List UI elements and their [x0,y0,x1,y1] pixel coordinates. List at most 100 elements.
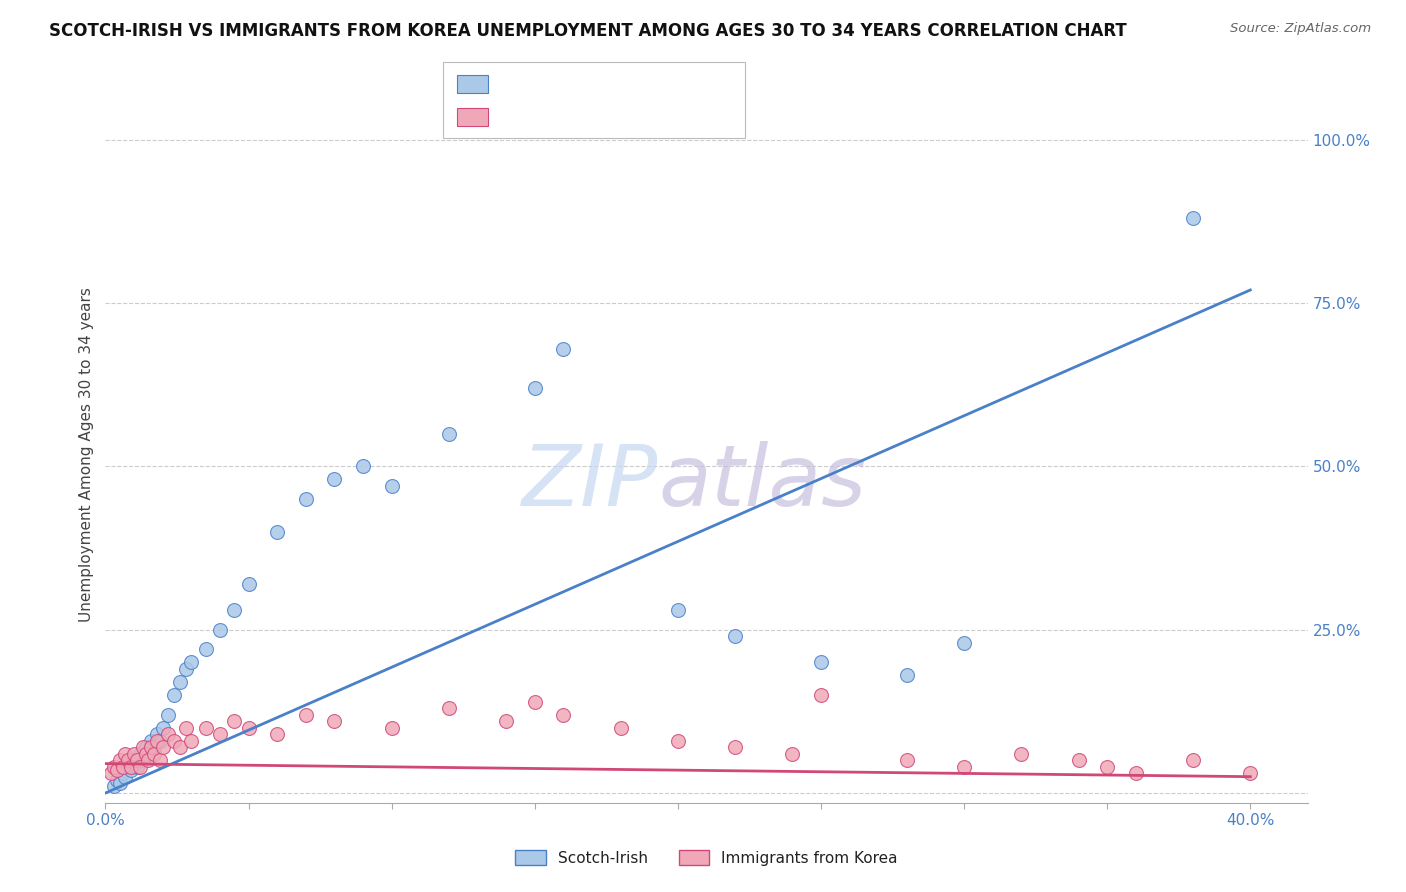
Point [208,623,231,637]
Point [194,721,217,735]
Point [138,753,160,767]
Legend: Scotch-Irish, Immigrants from Korea: Scotch-Irish, Immigrants from Korea [509,844,904,871]
Point [120,760,142,774]
Point [1125,766,1147,780]
Point [437,701,460,715]
Text: N =: N = [593,110,627,125]
Point [523,694,546,708]
Point [495,714,517,728]
Point [128,747,150,761]
Point [224,714,246,728]
Point [810,656,832,670]
Point [174,662,197,676]
Point [953,760,976,774]
Text: Source: ZipAtlas.com: Source: ZipAtlas.com [1230,22,1371,36]
Point [724,629,747,643]
Point [169,675,191,690]
Point [108,776,131,790]
Point [381,479,404,493]
Point [105,763,128,777]
Point [149,753,172,767]
Point [295,707,318,722]
Point [782,747,804,761]
Point [146,727,169,741]
Point [666,603,689,617]
Point [381,721,404,735]
Point [163,733,186,747]
Text: atlas: atlas [658,442,866,524]
Point [238,577,260,591]
Point [141,733,163,747]
Point [174,721,197,735]
Point [120,763,142,777]
Point [208,727,231,741]
Point [1067,753,1090,767]
Text: N =: N = [593,76,627,91]
Text: R =: R = [498,76,531,91]
Text: ZIP: ZIP [522,442,658,524]
Point [108,753,131,767]
Point [131,740,153,755]
Point [131,753,153,767]
Point [149,733,172,747]
Point [323,714,346,728]
Point [122,753,145,767]
Point [896,668,918,682]
Point [143,740,166,755]
Point [266,524,288,539]
Point [295,491,318,506]
Point [523,381,546,395]
Point [111,760,134,774]
Point [105,772,128,787]
Point [553,707,575,722]
Point [152,721,174,735]
Point [896,753,918,767]
Point [323,472,346,486]
Point [138,747,160,761]
Point [114,747,136,761]
Text: -0.133: -0.133 [537,110,592,125]
Point [224,603,246,617]
Point [122,747,145,761]
Text: 41: 41 [630,76,651,91]
Text: R =: R = [498,110,531,125]
Point [146,733,169,747]
Point [266,727,288,741]
Point [135,740,157,755]
Point [352,459,374,474]
Point [141,740,163,755]
Point [609,721,631,735]
Text: SCOTCH-IRISH VS IMMIGRANTS FROM KOREA UNEMPLOYMENT AMONG AGES 30 TO 34 YEARS COR: SCOTCH-IRISH VS IMMIGRANTS FROM KOREA UN… [49,22,1128,40]
Point [117,760,139,774]
Point [169,740,191,755]
Point [100,766,122,780]
Point [163,688,186,702]
Point [1010,747,1032,761]
Point [180,733,202,747]
Point [117,753,139,767]
Point [157,727,180,741]
Point [114,770,136,784]
Point [125,753,148,767]
Point [152,740,174,755]
Point [180,656,202,670]
Point [553,342,575,356]
Point [103,780,125,794]
Point [724,740,747,755]
Text: 0.598: 0.598 [537,76,585,91]
Point [238,721,260,735]
Point [1239,766,1261,780]
Point [125,760,148,774]
Point [810,688,832,702]
Point [1182,753,1205,767]
Point [143,747,166,761]
Y-axis label: Unemployment Among Ages 30 to 34 years: Unemployment Among Ages 30 to 34 years [79,287,94,623]
Point [1182,211,1205,226]
Point [128,760,150,774]
Point [953,636,976,650]
Point [1095,760,1118,774]
Point [103,760,125,774]
Point [666,733,689,747]
Point [194,642,217,657]
Point [135,747,157,761]
